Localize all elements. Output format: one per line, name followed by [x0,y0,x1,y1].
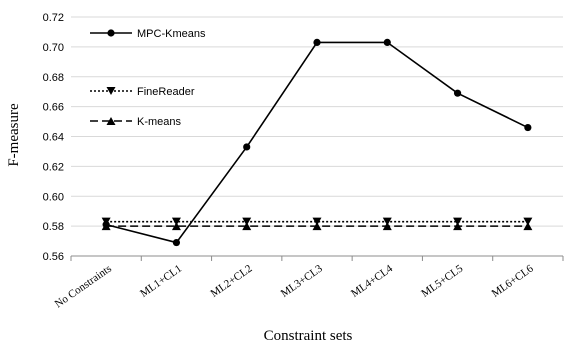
k-means-point [523,222,533,231]
y-tick-label: 0.72 [43,12,64,24]
legend-mpc-kmeans-marker [107,29,115,37]
x-tick-label: ML1+CL1 [138,263,184,300]
x-tick-label: No Constraints [53,263,114,311]
mpc-kmeans-point [524,123,532,132]
legend-finereader-label: FineReader [137,86,195,98]
y-tick-label: 0.60 [43,191,64,203]
legend-k-means-marker [106,117,116,125]
k-means-point [171,222,181,231]
mpc-kmeans-point [243,143,251,151]
x-tick-label: ML6+CL6 [490,262,536,300]
y-tick-label: 0.66 [43,102,64,114]
y-tick-label: 0.70 [43,42,64,54]
y-tick-label: 0.58 [43,221,64,233]
x-tick-label: ML5+CL5 [419,262,465,300]
x-tick-label: ML3+CL3 [279,262,325,300]
legend: MPC-Kmeans FineReader K-means [90,28,206,128]
y-tick-label: 0.64 [43,132,64,144]
mpc-kmeans-point [383,38,391,46]
x-tick-label: ML2+CL2 [208,263,254,300]
x-tick-labels: No Constraints ML1+CL1 ML2+CL2 ML3+CL3 ML4+C… [53,262,536,310]
legend-finereader-marker [106,87,116,95]
y-tick-label: 0.68 [43,72,64,84]
k-means-point [382,222,392,231]
data-series [101,38,533,247]
mpc-kmeans-line [105,41,529,244]
finereader-point [382,217,392,226]
finereader-point [171,217,181,226]
y-axis-label: F-measure [6,103,22,167]
legend-mpc-kmeans-label: MPC-Kmeans [137,28,206,40]
mpc-kmeans-point [102,221,110,229]
x-tick-label: ML4+CL4 [349,262,395,300]
k-means-point [453,222,463,231]
k-means-point [312,222,322,231]
y-tick-label: 0.56 [43,251,64,263]
finereader-point [523,217,533,226]
finereader-point [242,217,252,226]
x-axis-label: Constraint sets [264,328,353,344]
mpc-kmeans-point [313,38,321,46]
mpc-kmeans-point [453,89,462,97]
y-tick-label: 0.62 [43,161,64,173]
finereader-point [312,217,322,226]
legend-k-means-label: K-means [137,116,182,128]
finereader-point [453,217,463,226]
mpc-kmeans-point [172,238,181,247]
y-tick-labels: 0.56 0.58 0.60 0.62 0.64 0.66 0.68 0.70 0.72 [43,12,64,263]
gridlines [70,16,564,261]
k-means-point [242,222,252,231]
